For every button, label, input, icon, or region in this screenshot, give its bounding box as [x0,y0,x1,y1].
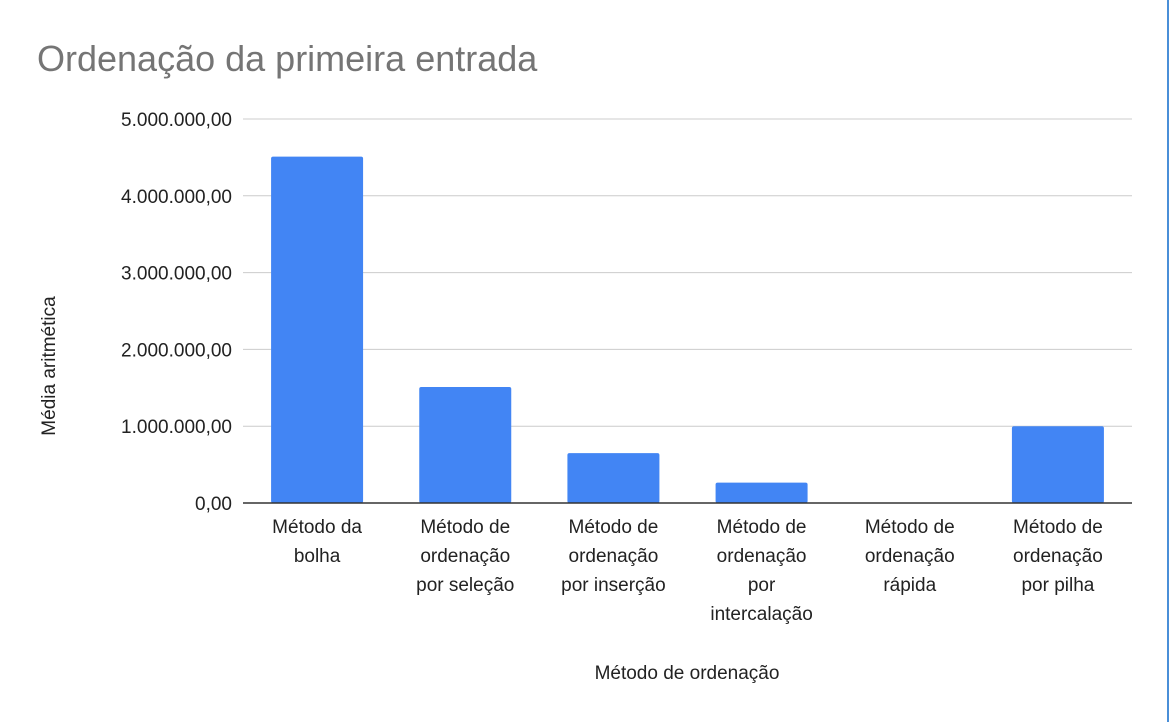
bar [567,453,660,503]
y-tick-label: 0,00 [195,494,232,515]
x-category-label: Método de ordenação por pilha [1013,517,1103,596]
x-category-label: Método de ordenação rápida [865,517,955,596]
x-category-label: Método de ordenação por intercalação [710,517,812,625]
x-axis-categories: Método da bolha Método de ordenação por sele… [272,517,1103,625]
y-tick-label: 4.000.000,00 [121,187,232,208]
x-axis-title: Método de ordenação [595,663,780,684]
y-axis-ticks: 0,00 1.000.000,00 2.000.000,00 3.000.000,00… [121,110,232,515]
x-category-label: Método de ordenação por seleção [416,517,514,596]
gridlines [243,118,1132,427]
x-category-label: Método da bolha [272,517,362,567]
y-axis-title: Média aritmética [39,296,60,436]
y-tick-label: 1.000.000,00 [121,417,232,438]
y-tick-label: 3.000.000,00 [121,264,232,285]
bars [271,156,1104,503]
bar [419,387,512,503]
y-tick-label: 5.000.000,00 [121,110,232,131]
chart-title: Ordenação da primeira entrada [37,38,538,79]
bar [271,156,364,503]
bar [715,482,808,503]
x-category-label: Método de ordenação por inserção [561,517,666,596]
bar [1011,426,1104,503]
y-tick-label: 2.000.000,00 [121,340,232,361]
